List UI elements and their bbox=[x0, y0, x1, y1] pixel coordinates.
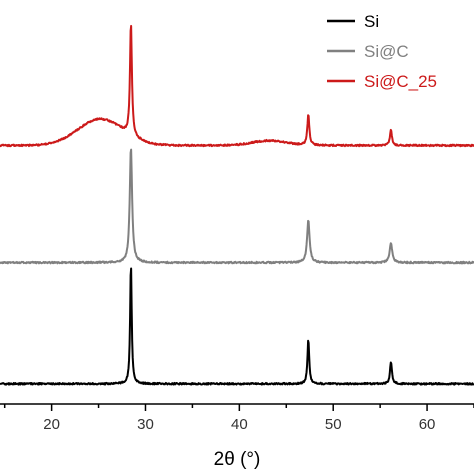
x-tick-label: 60 bbox=[419, 416, 436, 433]
x-tick-label: 20 bbox=[43, 416, 60, 433]
legend-label: Si@C_25 bbox=[364, 72, 437, 91]
legend-label: Si bbox=[364, 12, 379, 31]
legend: Si Si@C Si@C_25 bbox=[327, 12, 437, 91]
x-tick-label: 30 bbox=[137, 416, 154, 433]
series-layer bbox=[0, 24, 474, 386]
series-line-si bbox=[0, 267, 474, 386]
x-axis-label: 2θ (°) bbox=[214, 449, 261, 470]
series-line-si-c bbox=[0, 148, 474, 265]
legend-label: Si@C bbox=[364, 42, 409, 61]
series-line-si-c-25 bbox=[0, 24, 474, 148]
x-tick-label: 50 bbox=[325, 416, 342, 433]
x-axis: 20 30 40 50 60 bbox=[0, 403, 474, 433]
x-tick-label: 40 bbox=[231, 416, 248, 433]
